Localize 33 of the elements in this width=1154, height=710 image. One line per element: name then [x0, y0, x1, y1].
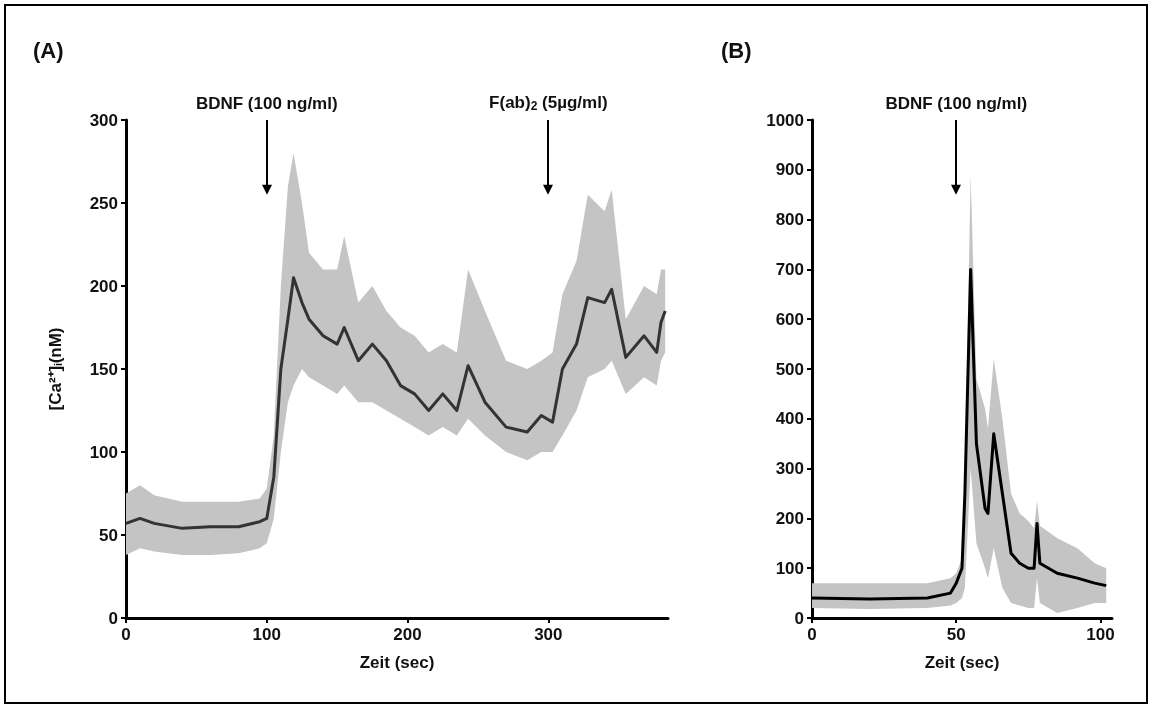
y-tick-label: 0 — [794, 608, 804, 628]
x-tick-label: 200 — [393, 625, 422, 644]
y-tick-label: 800 — [775, 210, 804, 230]
y-tick-label: 300 — [775, 459, 804, 479]
x-tick-label: 0 — [807, 625, 817, 644]
x-tick-label: 100 — [252, 625, 281, 644]
x-tick-label: 300 — [534, 625, 563, 644]
ref-line-label: BDNF (100 ng/ml) — [195, 94, 338, 113]
y-tick-label: 250 — [89, 193, 118, 213]
y-tick-label: 50 — [99, 525, 118, 545]
x-tick-label: 50 — [946, 625, 966, 644]
x-tick-label: 100 — [1086, 625, 1115, 644]
y-tick-label: 100 — [775, 558, 804, 578]
y-tick-label: 150 — [89, 359, 118, 379]
y-tick-label: 200 — [775, 508, 804, 528]
x-axis-title: Zeit (sec) — [924, 653, 1000, 672]
ref-line-label: BDNF (100 ng/ml) — [885, 94, 1028, 113]
y-tick-label: 0 — [108, 608, 118, 628]
y-tick-label: 500 — [775, 359, 804, 379]
y-tick-label: 200 — [89, 276, 118, 296]
y-tick-label: 1000 — [766, 110, 804, 130]
y-tick-label: 300 — [89, 110, 118, 130]
x-tick-label: 0 — [121, 625, 131, 644]
x-axis-title: Zeit (sec) — [359, 653, 435, 672]
y-tick-label: 400 — [775, 409, 804, 429]
y-tick-label: 700 — [775, 259, 804, 279]
y-tick-label: 600 — [775, 309, 804, 329]
chart-title: (A) — [33, 37, 64, 63]
y-tick-label: 100 — [89, 442, 118, 462]
y-axis-title: [Ca²⁺]ᵢ(nM) — [46, 327, 65, 411]
chart-title: (B) — [721, 37, 752, 63]
line-series — [124, 276, 667, 530]
y-tick-label: 900 — [775, 160, 804, 180]
